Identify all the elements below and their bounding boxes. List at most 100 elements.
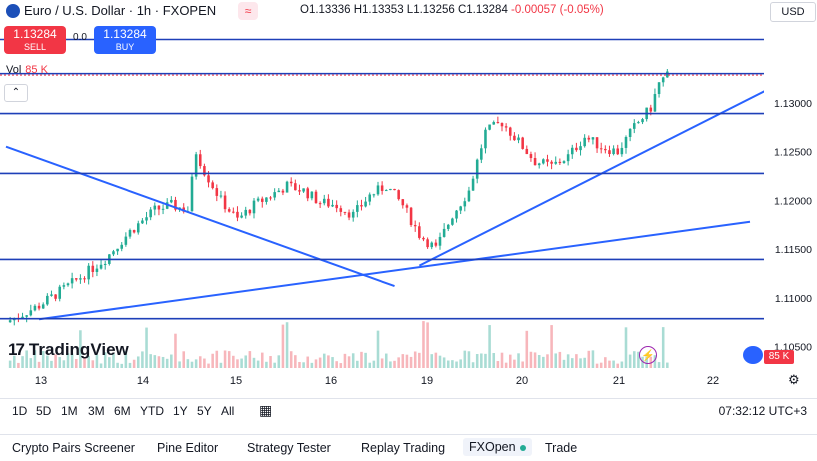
candle-body [550, 161, 553, 164]
volume-bar [21, 356, 24, 368]
volume-bar [521, 361, 524, 368]
settings-gear-icon[interactable]: ⚙ [788, 372, 800, 387]
candle-body [248, 209, 252, 214]
volume-bar [471, 362, 475, 368]
euro-flag-icon [6, 4, 20, 18]
sell-button[interactable]: 1.13284 SELL [4, 26, 66, 54]
buy-price: 1.13284 [103, 27, 147, 41]
volume-bar [318, 357, 322, 368]
candle-body [624, 136, 628, 148]
ohlc-open: O1.13336 [300, 4, 351, 16]
timeframe-1d[interactable]: 1D [12, 404, 28, 418]
tradingview-mark-icon: 17 [8, 340, 25, 359]
volume-bar [17, 362, 20, 368]
timeframe-ytd[interactable]: YTD [140, 404, 164, 418]
candle-body [434, 242, 438, 246]
timeframe-3m[interactable]: 3M [88, 404, 105, 418]
volume-bar [99, 363, 103, 368]
candle-body [58, 286, 62, 299]
candle-body [620, 147, 624, 155]
tab-crypto-pairs-screener[interactable]: Crypto Pairs Screener [12, 441, 135, 455]
volume-bar [550, 325, 553, 368]
buy-button[interactable]: 1.13284 BUY [94, 26, 156, 54]
volume-bar [289, 351, 293, 368]
timeframe-all[interactable]: All [221, 404, 235, 418]
candle-body [521, 137, 524, 149]
candle-body [500, 123, 504, 127]
volume-bar [599, 362, 603, 368]
tab-pine-editor[interactable]: Pine Editor [157, 441, 219, 455]
volume-legend: Vol 85 K [6, 64, 48, 76]
timeframe-6m[interactable]: 6M [114, 404, 131, 418]
volume-bar [579, 358, 582, 368]
tab-trade[interactable]: Trade [545, 441, 578, 455]
timeframe-5y[interactable]: 5Y [197, 404, 212, 418]
calendar-range-icon[interactable]: ▦ [259, 402, 273, 418]
candle-body [190, 176, 194, 212]
collapse-legend-button[interactable]: ⌃ [4, 84, 28, 102]
tab-fxopen-label: FXOpen [469, 440, 516, 454]
volume-bar [33, 350, 37, 368]
timeframe-5d[interactable]: 5D [36, 404, 52, 418]
volume-bar [488, 325, 491, 368]
candle-body [347, 212, 351, 218]
candle-body [513, 135, 516, 141]
candle-body [616, 148, 620, 155]
candle-body [70, 278, 74, 284]
volume-bar [616, 363, 620, 368]
volume-bar [174, 333, 177, 368]
volume-bar [455, 361, 458, 368]
volume-bar [70, 353, 74, 368]
volume-bar [434, 352, 438, 368]
timeframe-1y[interactable]: 1Y [173, 404, 188, 418]
candle-body [583, 137, 586, 147]
volume-bar [153, 355, 157, 368]
volume-bar [157, 356, 161, 368]
flag-events-icon[interactable] [743, 346, 763, 364]
x-tick-label: 13 [35, 375, 47, 387]
tab-strategy-tester[interactable]: Strategy Tester [247, 441, 331, 455]
volume-bar [74, 358, 78, 368]
volume-value: 85 K [25, 64, 48, 76]
volume-bar [136, 356, 140, 368]
candle-body [318, 203, 322, 205]
volume-bar [546, 354, 549, 368]
y-tick-label: 1.11000 [775, 293, 812, 305]
candle-body [455, 210, 458, 219]
volume-bar [161, 356, 165, 368]
candle-body [25, 315, 28, 317]
indicator-wave-icon[interactable]: ≈ [238, 2, 258, 20]
tab-fxopen[interactable]: FXOpen [463, 438, 532, 456]
candle-body [285, 181, 289, 193]
candle-body [260, 198, 264, 202]
volume-bar [83, 357, 86, 368]
volume-bar [273, 362, 276, 368]
volume-bar [413, 351, 417, 368]
candle-body [422, 237, 425, 240]
symbol-title[interactable]: Euro / U.S. Dollar · 1h · FXOPEN [24, 3, 217, 18]
volume-bar [426, 322, 429, 368]
clock-readout[interactable]: 07:32:12 UTC+3 [718, 404, 807, 418]
volume-bar [484, 353, 487, 368]
currency-select[interactable]: USD [770, 2, 816, 22]
candle-body [79, 278, 82, 280]
price-axis-layer: 1.105001.110001.115001.120001.125001.130… [764, 20, 817, 370]
candle-body [641, 119, 644, 123]
candle-body [132, 230, 136, 233]
timeframe-1m[interactable]: 1M [61, 404, 78, 418]
volume-bar [178, 361, 181, 368]
candle-body [508, 127, 512, 136]
volume-bar [628, 354, 632, 368]
price-chart[interactable]: 1.136501.133001.128901.122761.113941.107… [0, 0, 817, 398]
tab-replay-trading[interactable]: Replay Trading [361, 441, 446, 455]
lightning-icon[interactable]: ⚡ [639, 346, 657, 364]
volume-bar [591, 350, 595, 368]
candle-body [542, 159, 545, 164]
candle-body [149, 209, 152, 218]
volume-bar [393, 360, 396, 368]
candle-body [467, 190, 471, 202]
candle-body [99, 264, 103, 269]
candle-body [413, 225, 417, 227]
volume-bar [496, 361, 500, 368]
candle-body [554, 161, 558, 164]
